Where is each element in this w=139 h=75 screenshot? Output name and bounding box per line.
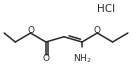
Text: O: O	[94, 26, 101, 35]
Text: HCl: HCl	[97, 4, 115, 14]
Text: O: O	[42, 54, 49, 63]
Text: NH$_2$: NH$_2$	[73, 52, 91, 65]
Text: O: O	[27, 26, 34, 35]
